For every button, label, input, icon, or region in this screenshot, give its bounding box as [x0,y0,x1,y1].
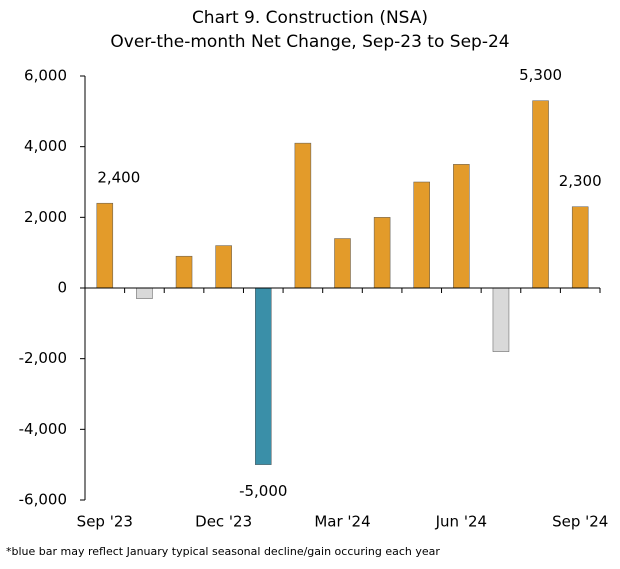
chart-title: Chart 9. Construction (NSA) [192,8,428,28]
bar [215,245,232,289]
data-label: 2,400 [97,169,140,187]
bar [373,217,391,289]
footnote: *blue bar may reflect January typical se… [6,545,440,558]
x-tick-label: Jun '24 [435,513,487,531]
bar [255,287,272,465]
bar [492,287,510,352]
data-label: 5,300 [519,66,562,84]
bar [96,202,114,289]
data-label: -5,000 [239,482,287,500]
y-tick-label: 4,000 [24,137,67,155]
bar [334,238,351,289]
data-label: 2,300 [559,172,602,190]
chart-subtitle: Over-the-month Net Change, Sep-23 to Sep… [110,32,509,52]
y-tick-label: 6,000 [24,67,67,85]
y-tick-label: -2,000 [19,349,67,367]
bar [175,255,193,289]
x-tick-label: Dec '23 [195,513,252,531]
bar [453,164,470,289]
x-tick-label: Sep '23 [77,513,133,531]
y-tick-label: 0 [57,279,67,297]
bar [571,206,589,289]
bar [294,142,312,289]
x-tick-label: Mar '24 [314,513,370,531]
y-tick-label: -6,000 [19,491,67,509]
bar [532,100,549,289]
y-tick-label: -4,000 [19,420,67,438]
bar [136,287,153,299]
y-tick-label: 2,000 [24,208,67,226]
x-tick-label: Sep '24 [552,513,608,531]
bar [413,181,430,289]
